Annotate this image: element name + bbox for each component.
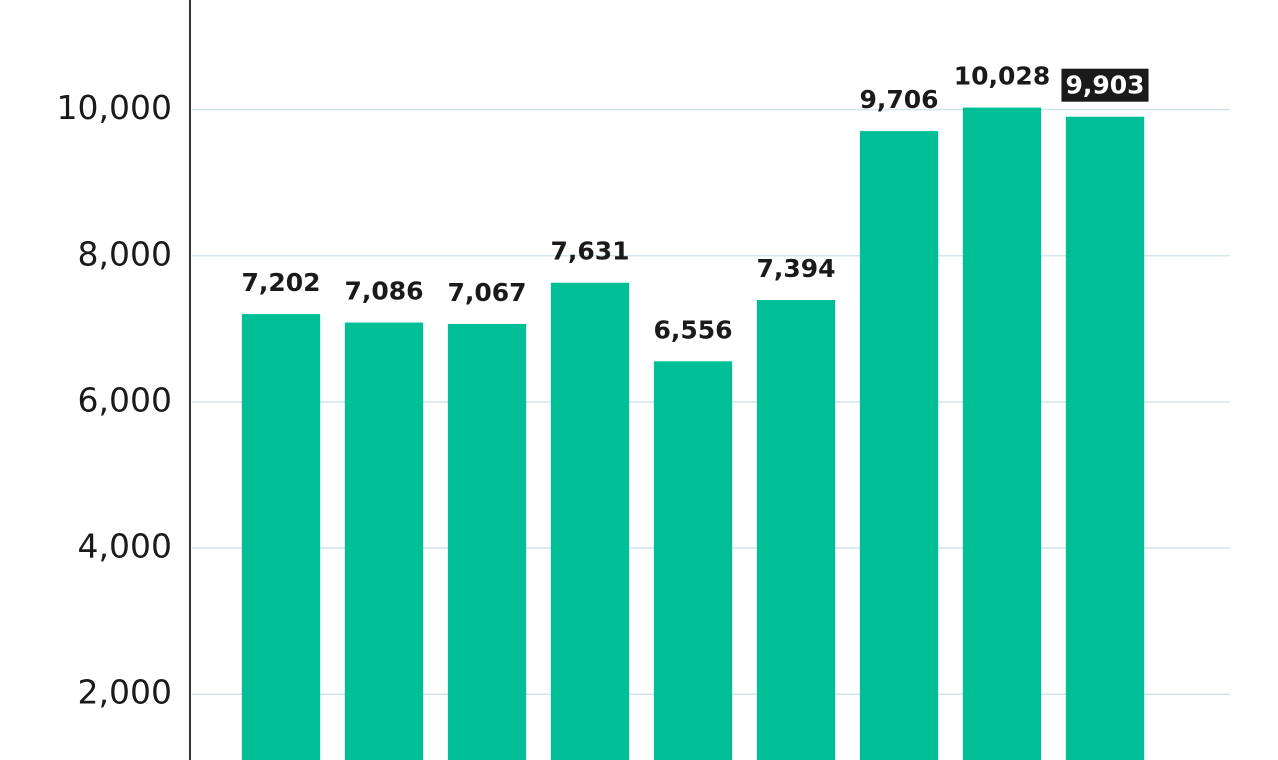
value-label: 7,202: [241, 268, 320, 297]
bar: [859, 131, 939, 760]
value-label: 7,394: [756, 254, 835, 283]
value-label: 9,903: [1065, 71, 1144, 100]
value-label: 7,067: [447, 278, 526, 307]
y-tick-label: 8,000: [78, 234, 172, 273]
bar: [1065, 116, 1145, 760]
y-tick-label: 4,000: [78, 527, 172, 566]
value-label: 10,028: [954, 62, 1050, 91]
bar: [653, 361, 733, 760]
y-tick-label: 10,000: [57, 88, 172, 127]
y-tick-label: 6,000: [78, 380, 172, 419]
value-label-bg: [1061, 68, 1149, 102]
bar: [756, 300, 836, 760]
bar: [550, 282, 630, 760]
bar: [962, 107, 1042, 760]
value-label: 7,631: [550, 237, 629, 266]
bar: [344, 322, 424, 760]
bar: [241, 314, 321, 760]
value-label: 9,706: [859, 85, 938, 114]
y-tick-label: 2,000: [78, 673, 172, 712]
bar: [447, 323, 527, 760]
value-label: 7,086: [344, 277, 423, 306]
value-label: 6,556: [653, 315, 732, 344]
